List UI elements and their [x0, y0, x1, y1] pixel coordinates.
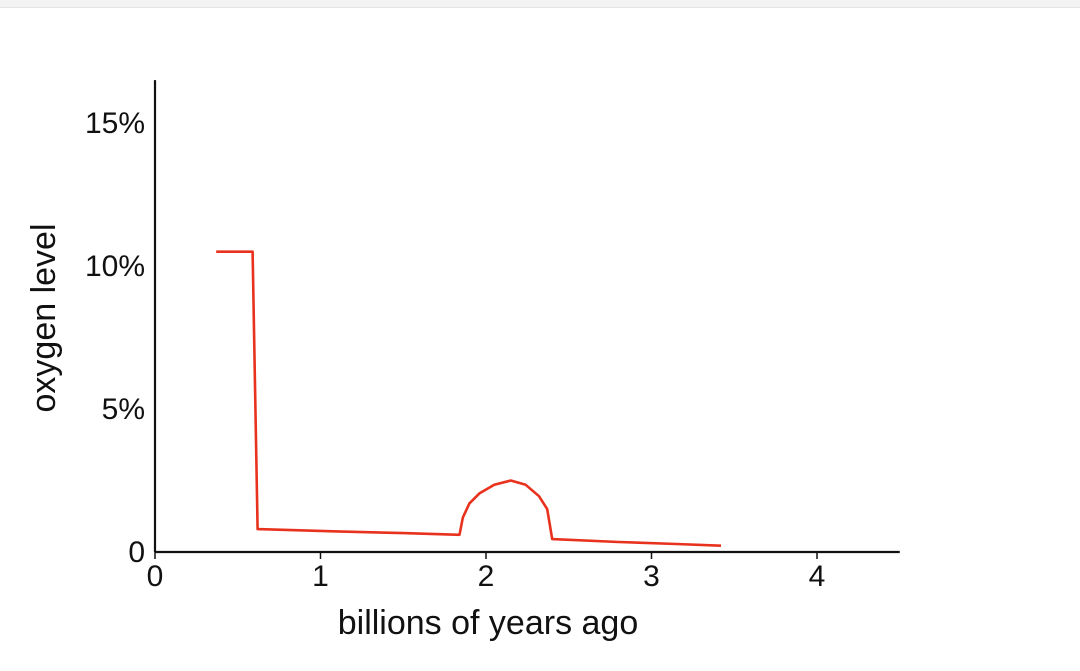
- x-axis-label: billions of years ago: [338, 604, 639, 642]
- x-tick-label: 3: [643, 560, 660, 593]
- y-axis-label: oxygen level: [25, 223, 63, 412]
- series-group: [216, 250, 722, 547]
- y-tick-label: 15%: [85, 107, 145, 140]
- ticks: 0 1 2 3 4 0 5% 10% 15%: [85, 107, 825, 593]
- x-tick-label: 1: [312, 560, 329, 593]
- y-tick-label: 5%: [102, 393, 145, 426]
- x-tick-label: 2: [478, 560, 495, 593]
- series-line: [216, 250, 722, 547]
- x-tick-label: 4: [809, 560, 826, 593]
- y-tick-label: 0: [128, 536, 145, 569]
- y-tick-label: 10%: [85, 250, 145, 283]
- axes: [153, 80, 900, 554]
- x-tick-label: 0: [147, 560, 164, 593]
- top-border: [0, 0, 1080, 8]
